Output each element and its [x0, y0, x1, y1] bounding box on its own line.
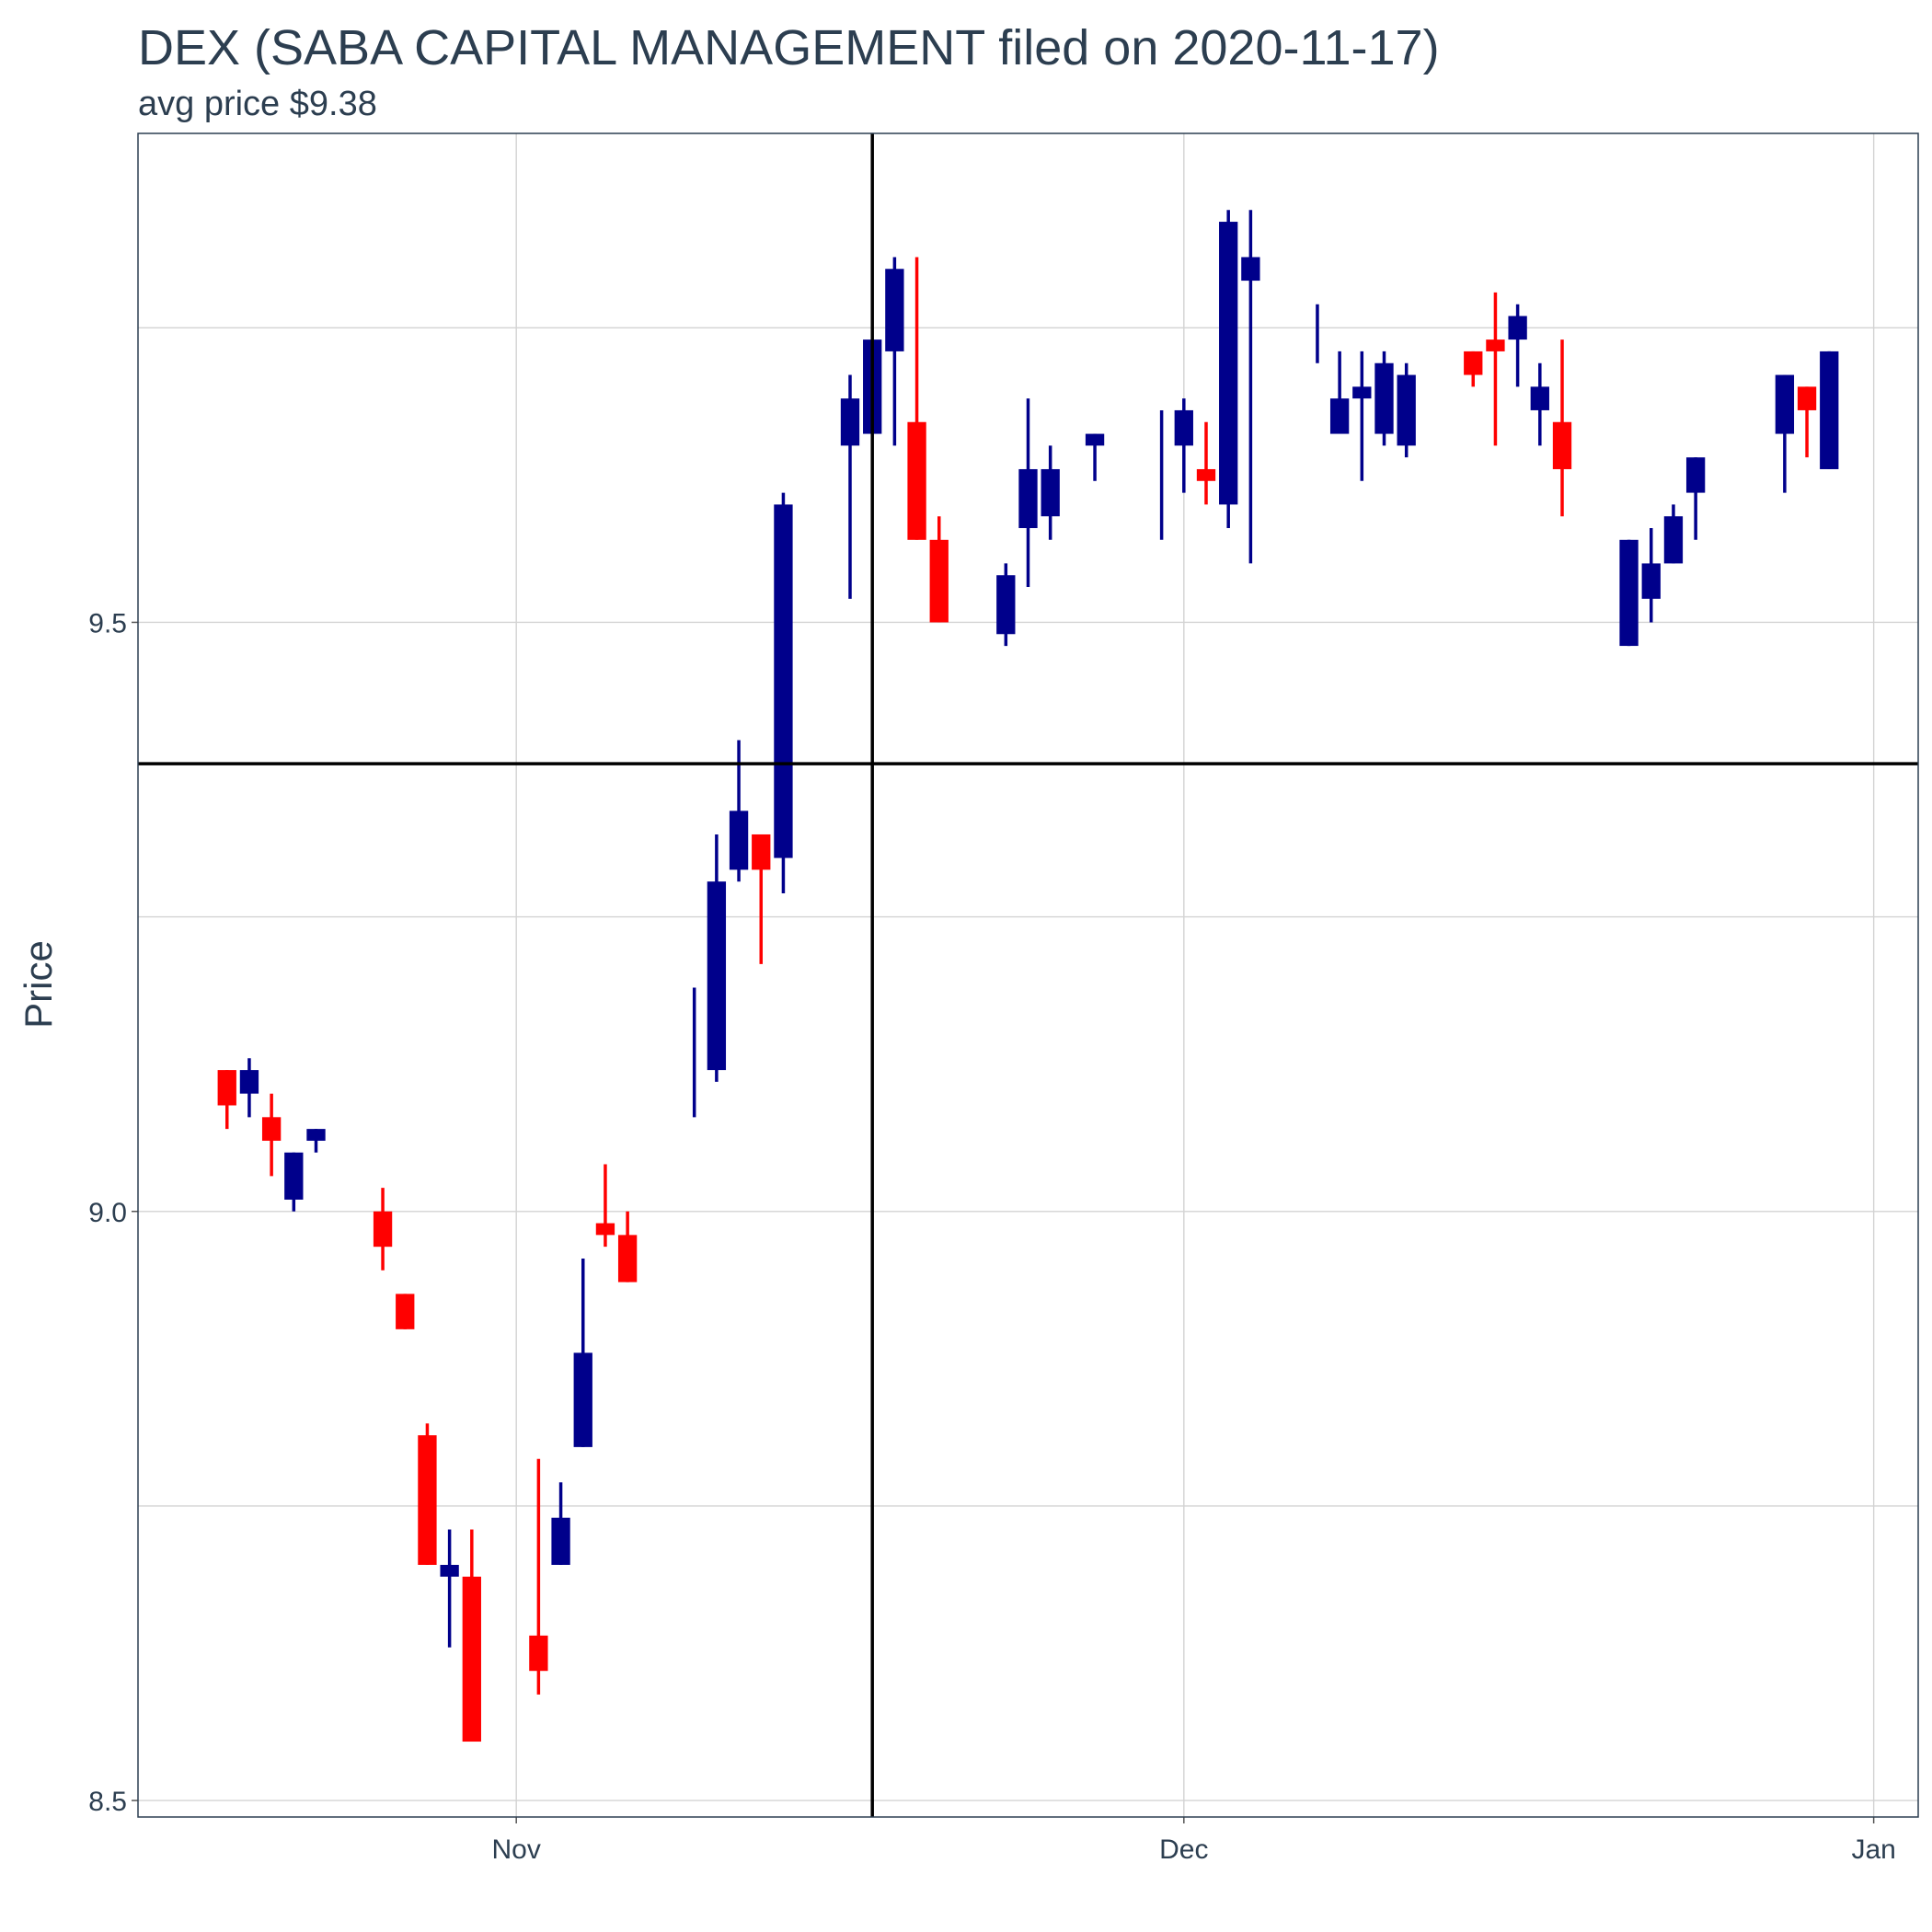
candle-body — [217, 1070, 236, 1106]
candle-body — [1619, 539, 1639, 647]
candle-body — [996, 575, 1016, 635]
candle-body — [1552, 421, 1572, 469]
candle-body — [1641, 563, 1661, 599]
candle-body — [885, 269, 904, 351]
candle-body — [1685, 457, 1706, 493]
candle-body — [907, 421, 926, 540]
candle-body — [1464, 351, 1483, 375]
candle-body — [440, 1564, 459, 1577]
y-tick-label: 9.0 — [88, 1198, 127, 1228]
candle-body — [1041, 468, 1060, 517]
candle-body — [573, 1352, 592, 1447]
candle-body — [840, 398, 860, 446]
candle-body — [529, 1635, 548, 1672]
plot-border — [137, 132, 1919, 1818]
candle-body — [373, 1211, 393, 1248]
candle-body — [617, 1235, 638, 1282]
candle-body — [1663, 516, 1684, 564]
y-tick-label: 9.5 — [88, 608, 127, 638]
candle-body — [1775, 374, 1795, 434]
x-tick-label: Jan — [1851, 1834, 1895, 1865]
candle-body — [1352, 386, 1372, 399]
candle-body — [752, 834, 771, 870]
candle-body — [1797, 386, 1817, 410]
candle-body — [1397, 374, 1416, 446]
candle-body — [1508, 316, 1527, 340]
candle-body — [396, 1294, 415, 1329]
candle-body — [418, 1435, 437, 1565]
chart-title: DEX (SABA CAPITAL MANAGEMENT filed on 20… — [138, 20, 1440, 75]
candle-body — [551, 1517, 570, 1565]
candle-body — [1486, 339, 1505, 351]
candle-body — [729, 811, 749, 870]
x-tick-label: Dec — [1159, 1834, 1208, 1865]
y-tick-label: 8.5 — [88, 1787, 127, 1817]
candle-body — [261, 1117, 282, 1141]
candle-body — [1018, 468, 1038, 529]
candle-body — [929, 539, 949, 623]
candle-body — [1530, 386, 1549, 410]
candle-body — [1241, 257, 1260, 282]
candle-body — [1196, 468, 1216, 481]
candle-body — [306, 1129, 326, 1141]
chart-subtitle: avg price $9.38 — [138, 85, 377, 123]
x-tick-label: Nov — [492, 1834, 541, 1865]
candle-body — [239, 1070, 259, 1094]
candle-body — [1329, 398, 1350, 434]
candle-body — [284, 1152, 304, 1200]
candle-body — [595, 1223, 615, 1236]
candle-body — [1085, 433, 1105, 446]
candle-body — [1219, 222, 1238, 505]
candle-body — [1174, 409, 1193, 446]
candle-body — [774, 504, 793, 858]
y-axis-label: Price — [17, 940, 60, 1029]
candle-body — [1374, 362, 1394, 434]
candle-body — [462, 1576, 481, 1742]
candle-body — [707, 881, 727, 1071]
candle-body — [1820, 351, 1839, 469]
